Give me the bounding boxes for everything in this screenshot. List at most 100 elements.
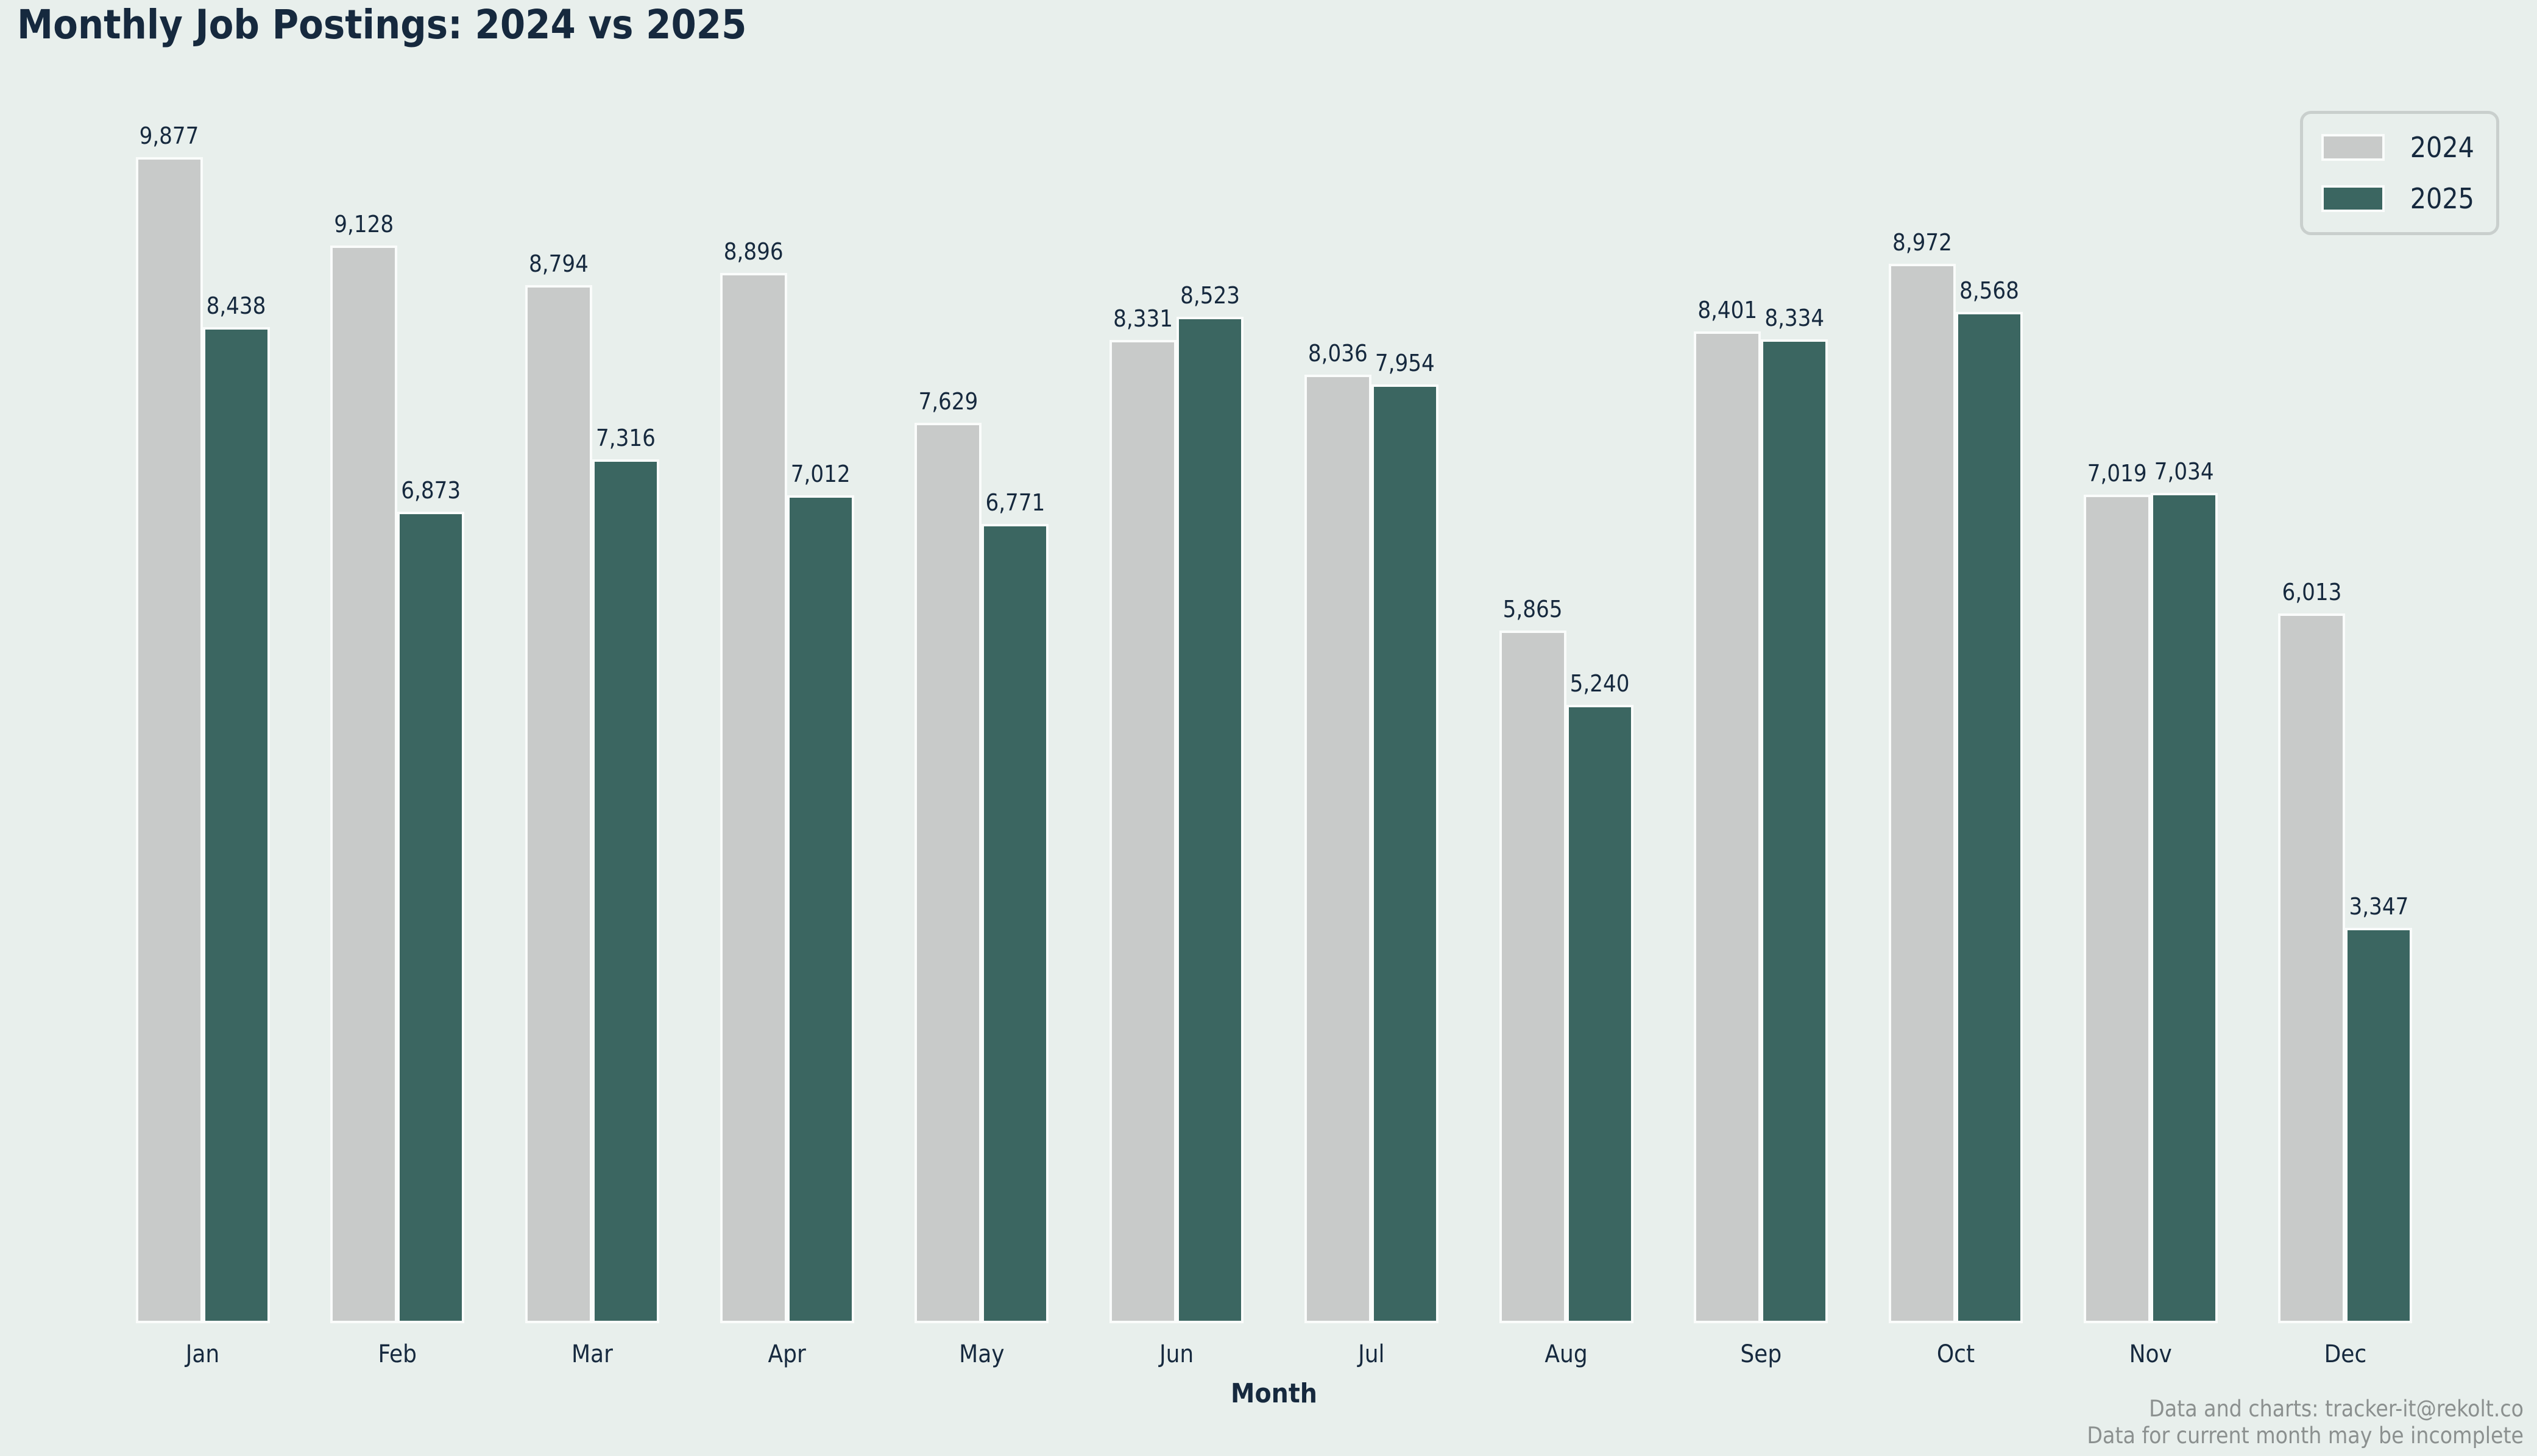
bar-group-apr: 8,896 7,012 xyxy=(720,117,854,1323)
bar-2025-jan xyxy=(202,327,270,1323)
bar-col-2024-apr: 8,896 xyxy=(720,117,787,1323)
legend-swatch-2025 xyxy=(2321,185,2385,212)
bar-group-aug: 5,865 5,240 xyxy=(1499,117,1633,1323)
bar-2025-jun xyxy=(1177,317,1244,1323)
x-tick-aug: Aug xyxy=(1544,1340,1588,1368)
plot-area: 9,877 8,438 9,128 6,873 8,794 7,316 8,896 7,012… xyxy=(135,117,2413,1323)
x-tick-mar: Mar xyxy=(571,1340,613,1368)
bar-value-label-2025-jun: 8,523 xyxy=(1180,282,1240,309)
x-tick-may: May xyxy=(959,1340,1005,1368)
bar-col-2025-aug: 5,240 xyxy=(1566,117,1633,1323)
bar-group-nov: 7,019 7,034 xyxy=(2083,117,2218,1323)
x-tick-dec: Dec xyxy=(2324,1340,2367,1368)
bar-col-2025-feb: 6,873 xyxy=(397,117,465,1323)
bar-2024-jun xyxy=(1109,340,1177,1323)
bar-value-label-2024-jun: 8,331 xyxy=(1113,305,1173,332)
x-tick-jun: Jun xyxy=(1159,1340,1194,1368)
bar-2024-apr xyxy=(720,273,787,1323)
bar-value-label-2025-nov: 7,034 xyxy=(2154,458,2214,485)
bar-group-sep: 8,401 8,334 xyxy=(1694,117,1828,1323)
bar-group-jul: 8,036 7,954 xyxy=(1304,117,1438,1323)
bar-col-2024-oct: 8,972 xyxy=(1888,117,1956,1323)
bar-value-label-2025-jan: 8,438 xyxy=(206,292,266,319)
bar-2024-dec xyxy=(2278,613,2346,1323)
bar-group-jan: 9,877 8,438 xyxy=(135,117,270,1323)
bar-col-2024-may: 7,629 xyxy=(915,117,982,1323)
footer-note: Data and charts: tracker-it@rekolt.co Da… xyxy=(2087,1396,2524,1449)
bar-value-label-2025-aug: 5,240 xyxy=(1569,670,1630,697)
bar-2025-oct xyxy=(1955,312,2023,1323)
bar-col-2024-jul: 8,036 xyxy=(1304,117,1371,1323)
bar-col-2024-jun: 8,331 xyxy=(1109,117,1177,1323)
legend-swatch-2024 xyxy=(2321,134,2385,161)
x-axis-ticks: Jan Feb Mar Apr May Jun Jul Aug Sep Oct Nov Dec xyxy=(135,1340,2413,1368)
bar-group-oct: 8,972 8,568 xyxy=(1888,117,2023,1323)
bar-col-2024-feb: 9,128 xyxy=(330,117,398,1323)
bar-col-2025-may: 6,771 xyxy=(982,117,1049,1323)
bar-col-2025-oct: 8,568 xyxy=(1955,117,2023,1323)
bar-col-2025-mar: 7,316 xyxy=(592,117,659,1323)
bar-col-2025-dec: 3,347 xyxy=(2345,117,2413,1323)
bar-2024-oct xyxy=(1888,264,1956,1323)
bar-value-label-2025-oct: 8,568 xyxy=(1959,277,2019,304)
bar-group-feb: 9,128 6,873 xyxy=(330,117,465,1323)
bar-2024-nov xyxy=(2083,495,2151,1323)
chart-title: Monthly Job Postings: 2024 vs 2025 xyxy=(17,1,747,48)
bar-value-label-2024-apr: 8,896 xyxy=(723,238,784,265)
legend-label-2024: 2024 xyxy=(2410,131,2474,164)
bar-2024-jan xyxy=(135,157,203,1323)
bar-value-label-2025-may: 6,771 xyxy=(985,489,1046,516)
bar-value-label-2024-jul: 8,036 xyxy=(1307,340,1368,367)
bar-group-dec: 6,013 3,347 xyxy=(2278,117,2413,1323)
bar-value-label-2024-jan: 9,877 xyxy=(139,122,199,149)
bar-2025-apr xyxy=(787,495,854,1323)
legend-item-2025: 2025 xyxy=(2321,182,2474,215)
bar-2024-sep xyxy=(1694,331,1761,1323)
bar-group-jun: 8,331 8,523 xyxy=(1109,117,1244,1323)
footer-line-1: Data and charts: tracker-it@rekolt.co xyxy=(2149,1396,2524,1422)
bar-value-label-2024-aug: 5,865 xyxy=(1502,596,1563,623)
bar-col-2025-jun: 8,523 xyxy=(1177,117,1244,1323)
bar-value-label-2024-nov: 7,019 xyxy=(2087,460,2147,487)
bar-2025-sep xyxy=(1761,339,1828,1323)
bar-col-2024-dec: 6,013 xyxy=(2278,117,2346,1323)
bar-group-mar: 8,794 7,316 xyxy=(525,117,659,1323)
x-tick-feb: Feb xyxy=(378,1340,417,1368)
bar-value-label-2025-mar: 7,316 xyxy=(596,425,656,451)
x-axis-label: Month xyxy=(1231,1378,1317,1409)
bar-col-2025-sep: 8,334 xyxy=(1761,117,1828,1323)
bar-value-label-2024-may: 7,629 xyxy=(918,388,978,415)
x-tick-sep: Sep xyxy=(1740,1340,1782,1368)
bar-value-label-2025-feb: 6,873 xyxy=(401,477,461,504)
x-tick-apr: Apr xyxy=(768,1340,806,1368)
bar-value-label-2025-apr: 7,012 xyxy=(790,461,851,487)
bar-2025-nov xyxy=(2150,493,2218,1323)
legend: 2024 2025 xyxy=(2299,111,2499,235)
bar-2024-may xyxy=(915,423,982,1323)
x-tick-jan: Jan xyxy=(185,1340,220,1368)
bar-col-2024-aug: 5,865 xyxy=(1499,117,1566,1323)
bar-2025-dec xyxy=(2345,928,2413,1323)
bar-2024-mar xyxy=(525,285,592,1323)
bar-value-label-2025-dec: 3,347 xyxy=(2349,893,2409,920)
bar-2024-aug xyxy=(1499,631,1566,1323)
bar-col-2025-apr: 7,012 xyxy=(787,117,854,1323)
bar-2025-feb xyxy=(397,512,465,1323)
bar-col-2024-mar: 8,794 xyxy=(525,117,592,1323)
bar-col-2024-jan: 9,877 xyxy=(135,117,203,1323)
bar-value-label-2024-dec: 6,013 xyxy=(2282,579,2342,606)
bar-value-label-2024-feb: 9,128 xyxy=(334,211,394,238)
x-tick-jul: Jul xyxy=(1358,1340,1385,1368)
bar-value-label-2025-sep: 8,334 xyxy=(1764,305,1825,331)
x-tick-nov: Nov xyxy=(2129,1340,2172,1368)
legend-label-2025: 2025 xyxy=(2410,182,2474,215)
footer-line-2: Data for current month may be incomplete xyxy=(2087,1422,2524,1449)
bar-2024-jul xyxy=(1304,375,1371,1323)
bar-col-2024-nov: 7,019 xyxy=(2083,117,2151,1323)
bar-value-label-2024-mar: 8,794 xyxy=(529,250,589,277)
bar-2024-feb xyxy=(330,246,398,1323)
bar-2025-jul xyxy=(1371,384,1438,1323)
x-tick-oct: Oct xyxy=(1936,1340,1975,1368)
bar-2025-aug xyxy=(1566,705,1633,1323)
legend-item-2024: 2024 xyxy=(2321,131,2474,164)
